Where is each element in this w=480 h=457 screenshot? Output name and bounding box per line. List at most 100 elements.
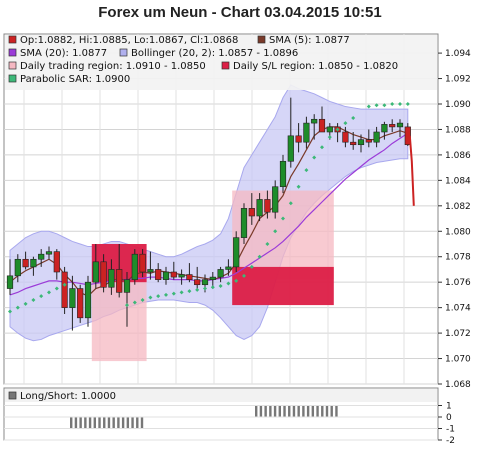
- candle-body: [342, 131, 349, 143]
- sar-dot: [47, 290, 51, 295]
- longshort-bar: [288, 405, 291, 417]
- sar-dot: [187, 289, 192, 294]
- longshort-bar: [84, 417, 87, 429]
- candle-body: [77, 288, 84, 319]
- sar-dot: [382, 103, 387, 108]
- longshort-bar: [70, 417, 73, 429]
- legend-swatch-ohlc: [8, 35, 17, 44]
- legend-swatch-bollinger: [119, 48, 128, 57]
- y-tick-label: 1.084: [445, 176, 471, 186]
- y-tick-label: 1.082: [445, 202, 471, 212]
- candle-body: [209, 276, 216, 280]
- legend-box: [5, 35, 437, 90]
- longshort-bar: [107, 417, 111, 429]
- sar-dot: [210, 285, 215, 290]
- candle-body: [162, 271, 170, 280]
- longshort-bar: [259, 405, 263, 417]
- candle-body: [139, 253, 146, 273]
- sar-dot: [125, 303, 129, 308]
- candle-body: [396, 122, 404, 128]
- candle-body: [311, 118, 318, 124]
- candle-body: [389, 124, 396, 128]
- sub-y-tick-label: 1: [446, 402, 452, 412]
- candle-body: [264, 199, 271, 213]
- candle-body: [373, 131, 380, 143]
- candle-body: [194, 279, 201, 286]
- sar-dot: [15, 305, 20, 310]
- longshort-bar: [117, 417, 120, 429]
- legend-swatch-longshort: [8, 391, 17, 400]
- sar-dot: [320, 145, 324, 150]
- sar-dot: [351, 116, 356, 120]
- y-tick-label: 1.090: [445, 100, 471, 110]
- legend-swatch-daily-trading: [8, 61, 17, 70]
- candle-body: [170, 271, 177, 278]
- candle-body: [326, 126, 333, 133]
- candle-body: [287, 135, 294, 162]
- sar-dot: [171, 291, 176, 296]
- sma20-line: [9, 132, 409, 296]
- candle-body: [256, 199, 263, 217]
- y-tick-label: 1.076: [445, 278, 471, 288]
- longshort-bar: [126, 417, 130, 429]
- longshort-bar: [283, 405, 286, 417]
- sar-dot: [257, 254, 262, 259]
- longshort-bar: [269, 405, 272, 417]
- sar-dot: [249, 264, 254, 269]
- candle-body: [155, 269, 162, 280]
- sar-dot: [218, 284, 223, 288]
- longshort-bar: [306, 405, 310, 417]
- candle-body: [14, 258, 21, 277]
- sar-dot: [343, 121, 348, 126]
- sub-legend-box: [5, 389, 437, 402]
- candle-body: [279, 160, 287, 188]
- candle-body: [84, 281, 92, 319]
- candle-body: [147, 269, 154, 273]
- longshort-bar: [325, 405, 329, 417]
- y-tick-label: 1.092: [445, 75, 471, 85]
- longshort-bar: [302, 405, 305, 417]
- y-tick-label: 1.094: [445, 49, 471, 59]
- sar-dot: [288, 201, 293, 206]
- sar-dot: [265, 242, 270, 246]
- candle-body: [131, 253, 138, 280]
- longshort-bar: [330, 405, 333, 417]
- sma5-line: [9, 126, 408, 297]
- longshort-bar: [93, 417, 96, 429]
- candle-body: [92, 261, 99, 283]
- sar-dot: [296, 184, 301, 189]
- longshort-bar: [74, 417, 78, 429]
- candle-body: [186, 274, 193, 280]
- candle-body: [61, 271, 68, 308]
- sar-dot: [405, 102, 410, 106]
- sar-dot: [312, 155, 317, 160]
- candle-body: [38, 253, 45, 260]
- projection-line: [408, 135, 415, 206]
- legend-sma20: SMA (20): 1.0877: [20, 48, 107, 59]
- longshort-bar: [140, 417, 144, 429]
- sub-y-axis: 10 -1-2: [4, 402, 455, 446]
- longshort-bar: [136, 417, 139, 429]
- candle-body: [318, 118, 326, 133]
- candle-body: [303, 122, 310, 143]
- sub-y-tick-label: 0: [446, 413, 452, 423]
- legend-swatch-daily-sl: [221, 61, 230, 70]
- sar-dot: [156, 294, 161, 299]
- candle-body: [30, 258, 37, 268]
- sar-dot: [31, 298, 36, 302]
- y-tick-label: 1.080: [445, 227, 471, 237]
- sar-dot: [366, 104, 371, 109]
- sar-dot: [390, 102, 395, 106]
- longshort-bar: [88, 417, 92, 429]
- legend-daily-sl: Daily S/L region: 1.0850 - 1.0820: [233, 61, 398, 72]
- candle-body: [116, 269, 123, 293]
- sar-dot: [203, 286, 207, 291]
- sar-dot: [164, 292, 168, 297]
- main-series: [6, 84, 415, 362]
- main-y-axis: 1.068 1.070 1.072 1.074 1.076 1.078 1.080 1.082…: [438, 49, 471, 390]
- longshort-bar: [297, 405, 300, 417]
- candle-body: [365, 139, 372, 143]
- y-tick-label: 1.070: [445, 355, 471, 365]
- legend-daily-trading: Daily trading region: 1.0910 - 1.0850: [20, 61, 206, 72]
- longshort-bar: [79, 417, 82, 429]
